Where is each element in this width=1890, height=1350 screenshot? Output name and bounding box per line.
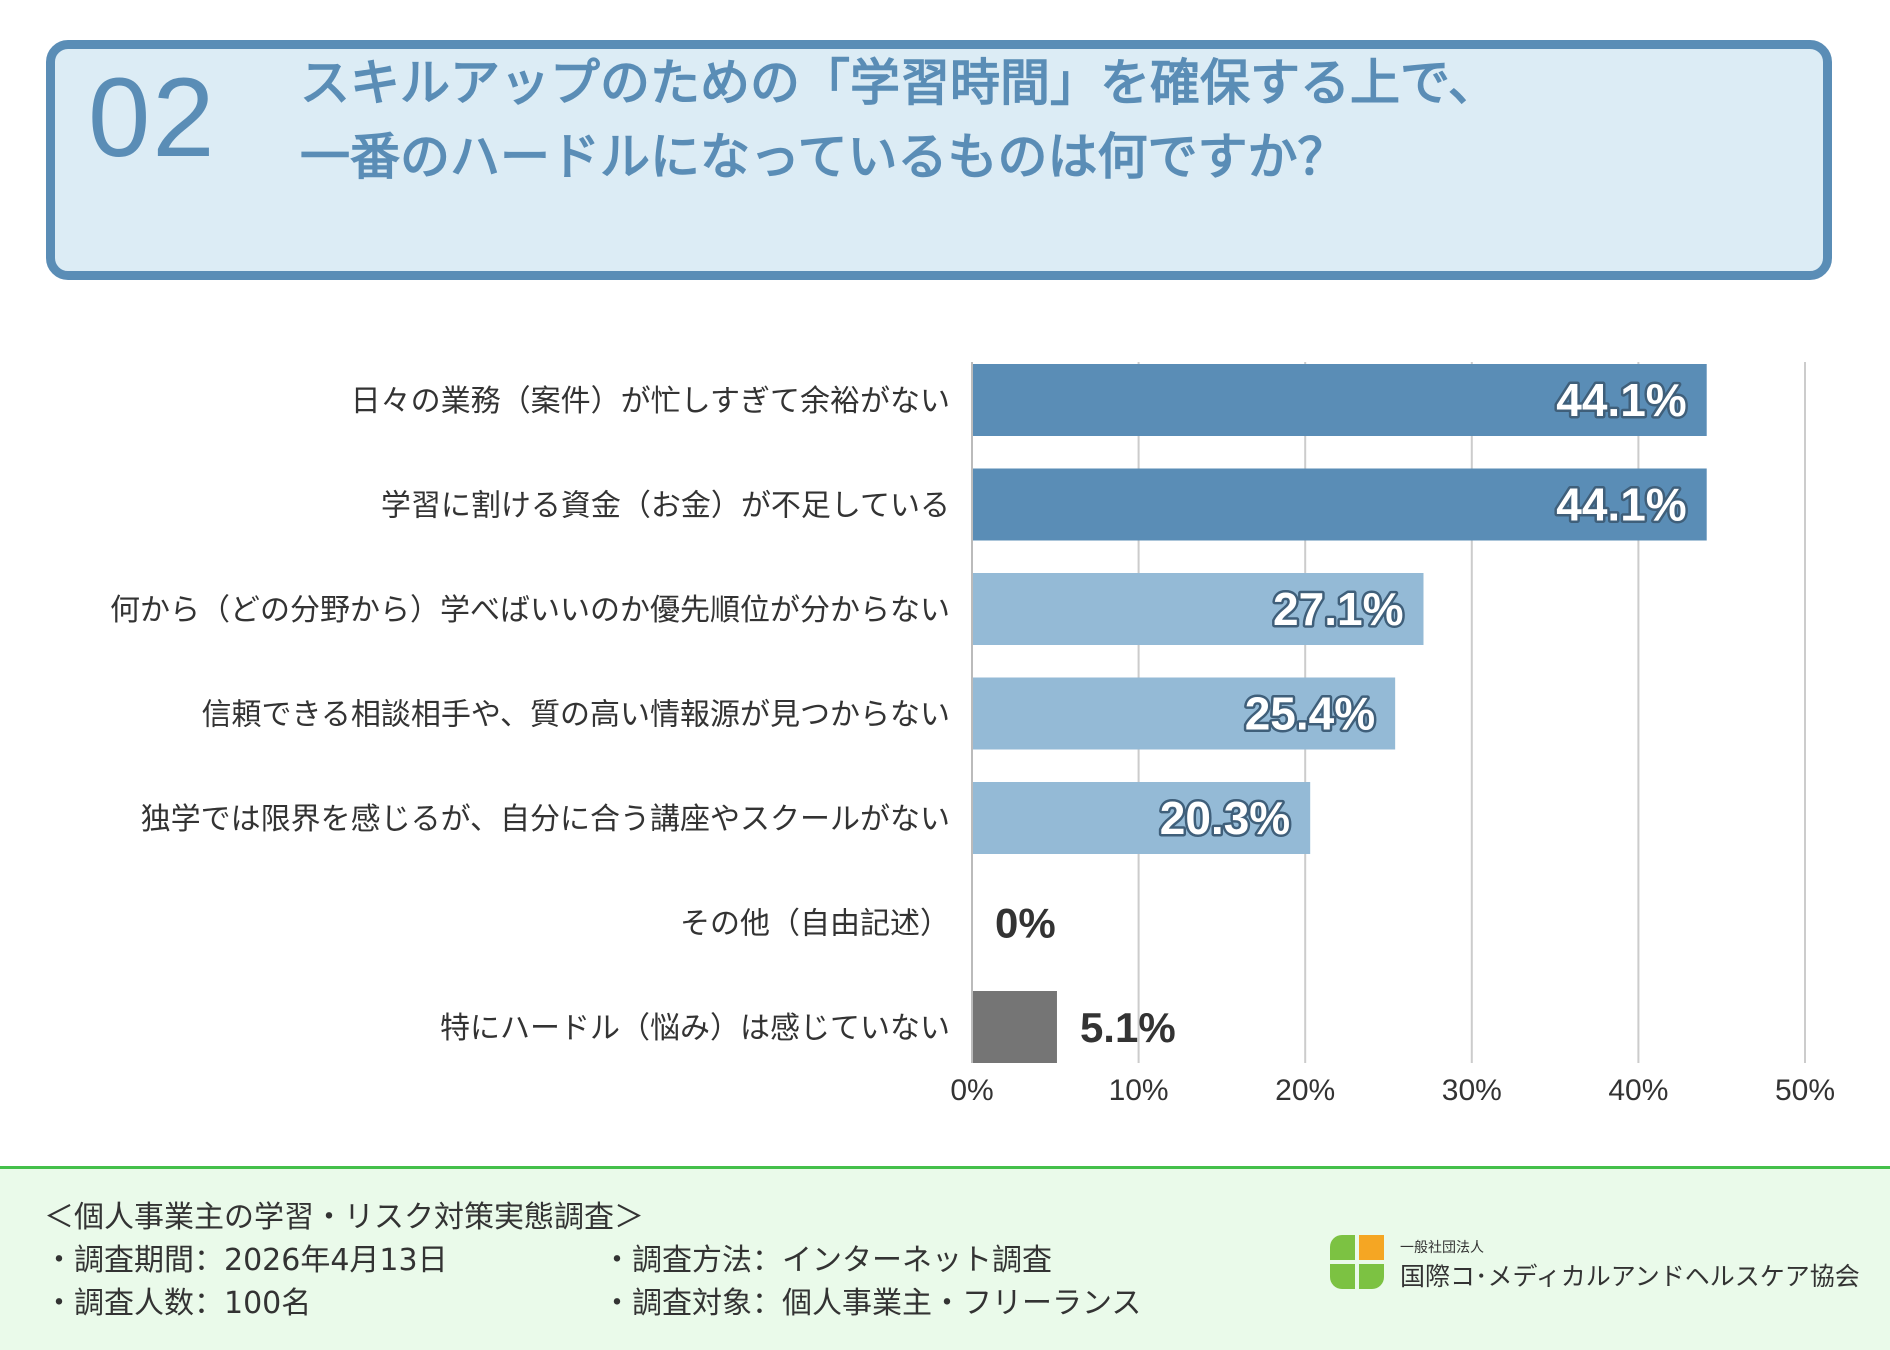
question-header <box>46 40 1832 280</box>
x-tick-label: 0% <box>950 1074 993 1107</box>
bar <box>972 991 1057 1063</box>
data-label: 0% <box>995 900 1056 947</box>
data-label: 27.1% <box>1273 583 1403 635</box>
category-label: 日々の業務（案件）が忙しすぎて余裕がない <box>351 384 950 419</box>
category-label: その他（自由記述） <box>680 907 950 942</box>
data-label: 20.3% <box>1160 792 1290 844</box>
logo-square-top-right <box>1359 1235 1384 1260</box>
logo-square-bottom-right <box>1359 1264 1384 1289</box>
organization-type: 一般社団法人 <box>1400 1240 1484 1256</box>
category-label: 特にハードル（悩み）は感じていない <box>440 1011 950 1046</box>
survey-respondents: ・調査人数：100名 <box>44 1286 312 1321</box>
question-title-line1: スキルアップのための「学習時間」を確保する上で、 <box>300 54 1498 112</box>
data-label: 5.1% <box>1080 1004 1176 1051</box>
data-label: 25.4% <box>1245 688 1375 740</box>
survey-method: ・調査方法：インターネット調査 <box>602 1243 1052 1278</box>
bar <box>972 573 1424 645</box>
logo-square-bottom-left <box>1330 1264 1355 1289</box>
x-tick-label: 20% <box>1275 1074 1335 1107</box>
organization-name: 国際コ･メディカルアンドヘルスケア協会 <box>1400 1262 1860 1291</box>
bar <box>972 364 1707 436</box>
organization-logo-icon <box>1330 1235 1384 1289</box>
category-label: 何から（どの分野から）学べばいいのか優先順位が分からない <box>110 593 950 628</box>
x-tick-label: 30% <box>1442 1074 1502 1107</box>
category-label: 信頼できる相談相手や、質の高い情報源が見つからない <box>202 698 951 733</box>
question-number: 02 <box>88 55 217 180</box>
bar-chart: 日々の業務（案件）が忙しすぎて余裕がない 44.1% 学習に割ける資金（お金）が不足… <box>110 362 1835 1107</box>
category-label: 学習に割ける資金（お金）が不足している <box>381 489 950 524</box>
logo-square-top-left <box>1330 1235 1355 1260</box>
survey-title: ＜個人事業主の学習・リスク対策実態調査＞ <box>44 1200 644 1235</box>
survey-footer: ＜個人事業主の学習・リスク対策実態調査＞ ・調査期間：2026年4月13日 ・調… <box>0 1166 1890 1350</box>
x-tick-label: 40% <box>1608 1074 1668 1107</box>
survey-target: ・調査対象：個人事業主・フリーランス <box>602 1286 1142 1321</box>
category-label: 独学では限界を感じるが、自分に合う講座やスクールがない <box>141 802 950 837</box>
bar <box>972 782 1311 854</box>
bar <box>972 468 1707 541</box>
data-label: 44.1% <box>1556 374 1686 426</box>
survey-period: ・調査期間：2026年4月13日 <box>44 1243 448 1278</box>
question-title-line2: 一番のハードルになっているものは何ですか？ <box>300 128 1348 186</box>
x-tick-label: 50% <box>1775 1074 1835 1107</box>
question-title: スキルアップのための「学習時間」を確保する上で、 一番のハードルになっているもの… <box>300 46 1740 194</box>
data-label: 44.1% <box>1556 479 1686 531</box>
bar <box>972 677 1396 750</box>
x-tick-label: 10% <box>1109 1074 1169 1107</box>
